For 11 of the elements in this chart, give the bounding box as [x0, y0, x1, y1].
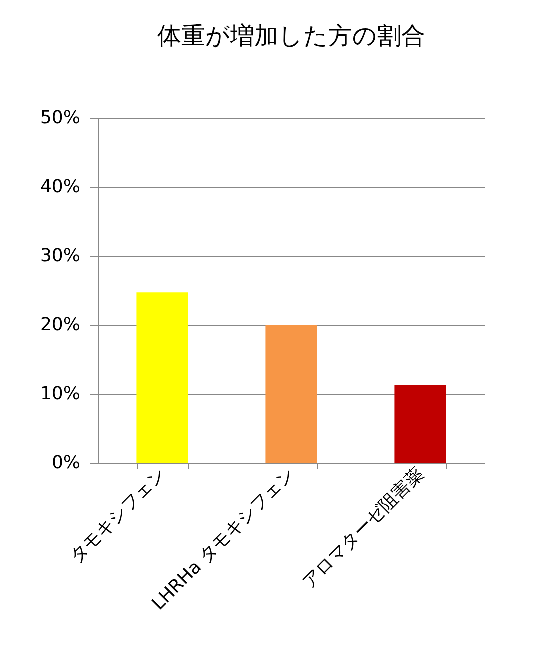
chart-title: 体重が増加した方の割合	[158, 22, 426, 50]
y-tick-label: 20%	[40, 314, 80, 336]
y-tick-label: 50%	[40, 108, 80, 128]
bar	[136, 292, 188, 463]
y-tick-label: 0%	[52, 452, 80, 474]
bar	[266, 325, 318, 463]
y-tick-label: 10%	[40, 384, 80, 404]
y-tick-label: 30%	[40, 246, 80, 266]
y-tick-label: 40%	[40, 176, 80, 198]
x-tick-label: アロマターゼ阻害薬	[298, 464, 428, 594]
bar	[394, 385, 446, 463]
